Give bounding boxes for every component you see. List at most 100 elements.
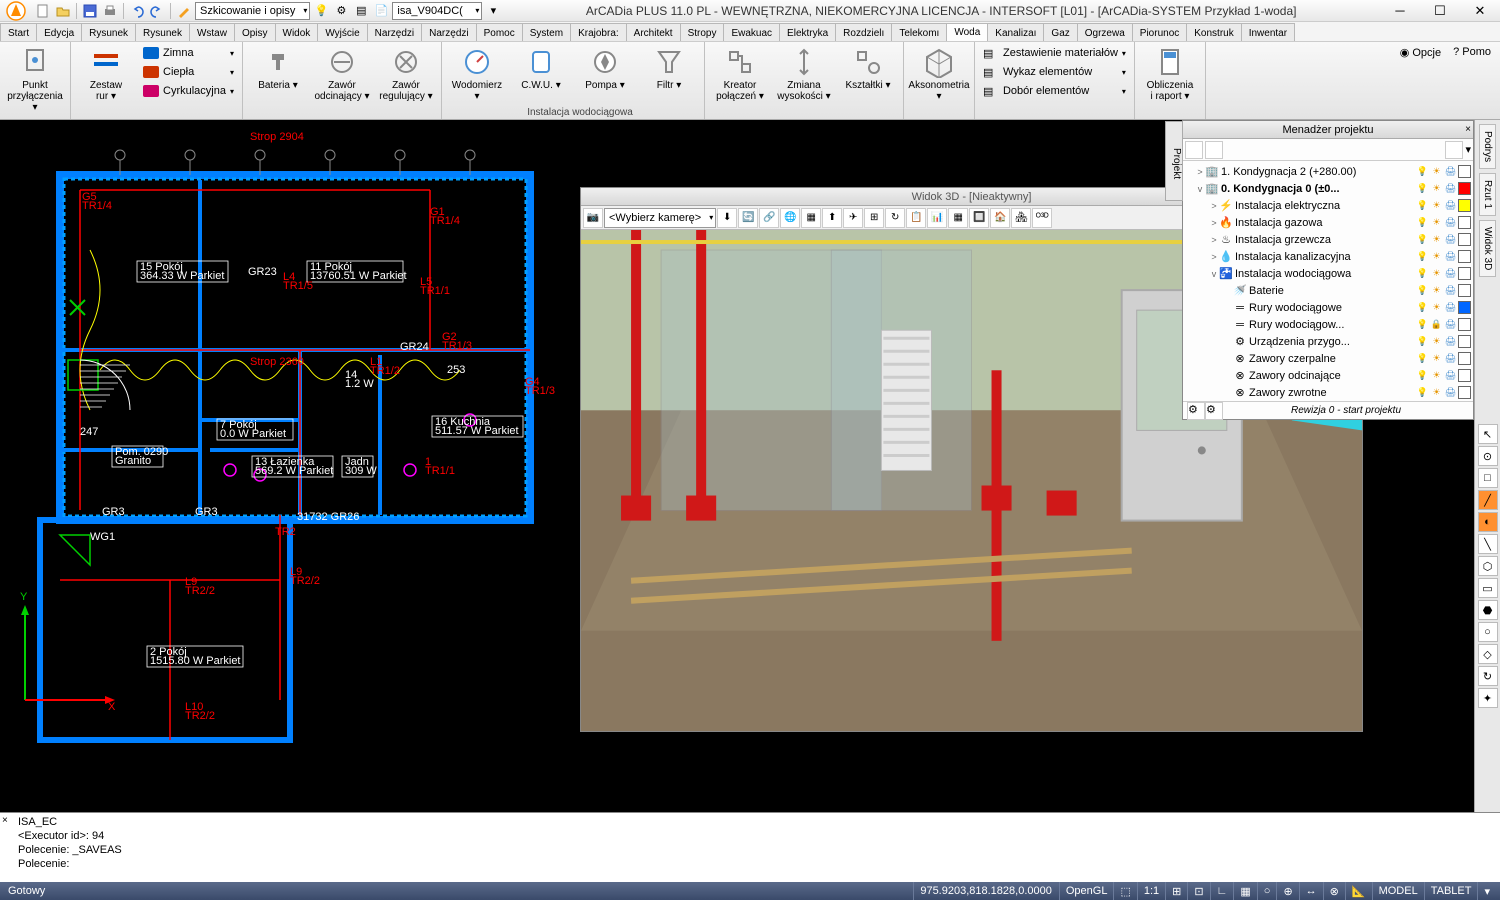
view3d-tool-7[interactable]: ⊞: [864, 208, 884, 228]
view3d-tool-0[interactable]: ⬇: [717, 208, 737, 228]
menu-tab-edycja[interactable]: Edycja: [36, 23, 82, 42]
menu-tab-woda[interactable]: Woda: [946, 23, 988, 42]
print-icon[interactable]: 🖨: [1444, 352, 1457, 365]
view3d-camera-icon[interactable]: 📷: [583, 208, 603, 228]
print-icon[interactable]: 🖨: [1444, 216, 1457, 229]
ribbon-zestaw[interactable]: Zestawrur ▾: [77, 44, 135, 102]
tool-btn-7[interactable]: ▭: [1478, 578, 1498, 598]
side-tab-widok-3d[interactable]: Widok 3D: [1479, 220, 1496, 277]
freeze-icon[interactable]: ☀: [1430, 165, 1443, 178]
menu-tab-ewakuac[interactable]: Ewakuac: [723, 23, 780, 42]
layer-dropdown[interactable]: isa_V904DC(: [392, 2, 482, 20]
visibility-icon[interactable]: 💡: [1416, 386, 1429, 399]
visibility-icon[interactable]: 💡: [1416, 199, 1429, 212]
view3d-tool-13[interactable]: 🏠: [990, 208, 1010, 228]
ribbon-kreator[interactable]: Kreatorpołączeń ▾: [711, 44, 769, 102]
status-seg-7[interactable]: ○: [1257, 882, 1277, 900]
tool-btn-3[interactable]: ╱: [1478, 490, 1498, 510]
print-icon[interactable]: [101, 2, 119, 20]
menu-tab-konstruk[interactable]: Konstruk: [1186, 23, 1241, 42]
tool-btn-1[interactable]: ⊙: [1478, 446, 1498, 466]
menu-tab-rysunek[interactable]: Rysunek: [81, 23, 136, 42]
side-tab-rzut-1[interactable]: Rzut 1: [1479, 173, 1496, 216]
freeze-icon[interactable]: ☀: [1430, 182, 1443, 195]
view3d-tool-10[interactable]: 📊: [927, 208, 947, 228]
view3d-tool-5[interactable]: ⬆: [822, 208, 842, 228]
freeze-icon[interactable]: ☀: [1430, 233, 1443, 246]
pm-btn-3[interactable]: [1445, 141, 1463, 159]
ribbon-zmiana[interactable]: Zmianawysokości ▾: [775, 44, 833, 102]
bulb-icon[interactable]: 💡: [312, 2, 330, 20]
tool-btn-5[interactable]: ╲: [1478, 534, 1498, 554]
ribbon-kształtki[interactable]: Kształtki ▾: [839, 44, 897, 91]
pm-foot-btn-2[interactable]: ⚙: [1205, 402, 1223, 420]
print-icon[interactable]: 🖨: [1444, 284, 1457, 297]
color-swatch[interactable]: [1458, 267, 1471, 280]
status-seg-6[interactable]: ▦: [1233, 882, 1256, 900]
ribbon-small-ciepła[interactable]: Ciepła▾: [141, 63, 236, 81]
lock-icon[interactable]: 🔒: [1430, 318, 1443, 331]
menu-tab-start[interactable]: Start: [0, 23, 37, 42]
save-icon[interactable]: [81, 2, 99, 20]
menu-tab-wstaw[interactable]: Wstaw: [189, 23, 235, 42]
freeze-icon[interactable]: ☀: [1430, 216, 1443, 229]
menu-tab-piorunoc[interactable]: Piorunoc: [1132, 23, 1187, 42]
visibility-icon[interactable]: 💡: [1416, 165, 1429, 178]
menu-tab-pomoc[interactable]: Pomoc: [476, 23, 523, 42]
print-icon[interactable]: 🖨: [1444, 267, 1457, 280]
ribbon-bateria[interactable]: Bateria ▾: [249, 44, 307, 91]
layers-icon[interactable]: ▤: [352, 2, 370, 20]
tree-row[interactable]: >💧Instalacja kanalizacyjna💡☀🖨: [1183, 248, 1473, 265]
tool-btn-11[interactable]: ↻: [1478, 666, 1498, 686]
ribbon-c.w.u.[interactable]: C.W.U. ▾: [512, 44, 570, 91]
menu-tab-elektryka[interactable]: Elektryka: [779, 23, 836, 42]
ribbon-small-zimna[interactable]: Zimna▾: [141, 44, 236, 62]
visibility-icon[interactable]: 💡: [1416, 369, 1429, 382]
tree-row[interactable]: ═Rury wodociągowe💡☀🖨: [1183, 299, 1473, 316]
visibility-icon[interactable]: 💡: [1416, 267, 1429, 280]
view3d-tool-4[interactable]: ▦: [801, 208, 821, 228]
view3d-tool-12[interactable]: 🔲: [969, 208, 989, 228]
tool-btn-9[interactable]: ○: [1478, 622, 1498, 642]
sketch-icon[interactable]: [175, 2, 193, 20]
color-swatch[interactable]: [1458, 250, 1471, 263]
menu-tab-architekt[interactable]: Architekt: [626, 23, 681, 42]
tree-row[interactable]: >⚡Instalacja elektryczna💡☀🖨: [1183, 197, 1473, 214]
tree-row[interactable]: >♨Instalacja grzewcza💡☀🖨: [1183, 231, 1473, 248]
ribbon-filtr[interactable]: Filtr ▾: [640, 44, 698, 91]
menu-tab-telekomı[interactable]: Telekomı: [891, 23, 947, 42]
tree-row[interactable]: ⊗Zawory zwrotne💡☀🖨: [1183, 384, 1473, 401]
freeze-icon[interactable]: ☀: [1430, 250, 1443, 263]
command-output[interactable]: ISA_EC<Executor id>: 94Polecenie: _SAVEA…: [0, 813, 1500, 882]
ribbon-small-wykaz elementów[interactable]: ▤Wykaz elementów▾: [981, 63, 1128, 81]
open-icon[interactable]: [54, 2, 72, 20]
status-seg-0[interactable]: OpenGL: [1059, 882, 1114, 900]
undo-icon[interactable]: [128, 2, 146, 20]
tree-row[interactable]: ⊗Zawory czerpalne💡☀🖨: [1183, 350, 1473, 367]
ribbon-obliczenia[interactable]: Obliczeniai raport ▾: [1141, 44, 1199, 102]
color-swatch[interactable]: [1458, 301, 1471, 314]
freeze-icon[interactable]: ☀: [1430, 335, 1443, 348]
color-swatch[interactable]: [1458, 165, 1471, 178]
freeze-icon[interactable]: ☀: [1430, 352, 1443, 365]
command-close-icon[interactable]: ×: [2, 815, 14, 827]
menu-tab-narzędzi[interactable]: Narzędzi: [421, 23, 476, 42]
print-icon[interactable]: 🖨: [1444, 233, 1457, 246]
print-icon[interactable]: 🖨: [1444, 301, 1457, 314]
status-seg-14[interactable]: ▾: [1477, 882, 1496, 900]
color-swatch[interactable]: [1458, 369, 1471, 382]
menu-tab-stropy[interactable]: Stropy: [680, 23, 725, 42]
status-seg-2[interactable]: 1:1: [1137, 882, 1165, 900]
chevron-down-icon[interactable]: ▾: [484, 2, 502, 20]
menu-tab-gaz[interactable]: Gaz: [1043, 23, 1077, 42]
tool-btn-2[interactable]: □: [1478, 468, 1498, 488]
menu-tab-kanalizaı[interactable]: Kanalizaı: [987, 23, 1044, 42]
visibility-icon[interactable]: 💡: [1416, 301, 1429, 314]
sketch-mode-dropdown[interactable]: Szkicowanie i opisy: [195, 2, 310, 20]
tool-btn-10[interactable]: ◇: [1478, 644, 1498, 664]
menu-tab-inwentar[interactable]: Inwentar: [1241, 23, 1295, 42]
status-seg-3[interactable]: ⊞: [1165, 882, 1187, 900]
print-icon[interactable]: 🖨: [1444, 250, 1457, 263]
minimize-button[interactable]: ─: [1380, 0, 1420, 22]
tree-row[interactable]: v🚰Instalacja wodociągowa💡☀🖨: [1183, 265, 1473, 282]
